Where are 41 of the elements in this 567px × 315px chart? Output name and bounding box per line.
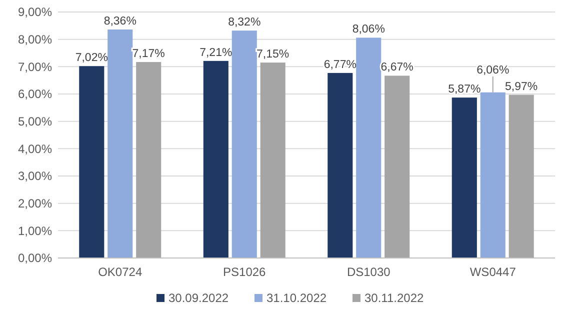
data-label: 5,87%	[448, 84, 481, 96]
bar	[384, 76, 410, 258]
y-tick-label: 3,00%	[18, 169, 52, 184]
data-label: 6,67%	[380, 62, 414, 74]
bar	[508, 94, 534, 258]
bar	[232, 30, 257, 258]
bar	[260, 62, 286, 258]
x-tick-label: DS1030	[346, 265, 391, 279]
data-label: 6,77%	[324, 58, 356, 71]
y-tick-label: 4,00%	[18, 142, 52, 156]
data-label: 8,32%	[228, 16, 261, 29]
bar	[136, 62, 162, 258]
bar	[452, 98, 477, 258]
x-tick-label: WS0447	[470, 265, 516, 279]
bar	[108, 29, 133, 258]
y-tick-label: 2,00%	[18, 196, 52, 211]
y-tick-label: 6,00%	[18, 87, 52, 102]
data-label: 7,02%	[75, 52, 108, 64]
y-tick-label: 1,00%	[18, 224, 52, 238]
data-label: 8,36%	[104, 15, 136, 28]
data-label: 7,17%	[132, 48, 165, 60]
legend-label: 30.11.2022	[364, 291, 424, 305]
legend-label: 31.10.2022	[266, 291, 327, 305]
y-tick-label: 5,00%	[18, 114, 52, 129]
data-label: 7,21%	[200, 46, 232, 59]
legend-label: 30.09.2022	[168, 291, 229, 305]
x-tick-label: OK0724	[98, 265, 142, 279]
data-label: 6,06%	[476, 64, 510, 76]
bar	[356, 38, 382, 258]
data-label: 7,15%	[256, 48, 290, 61]
bar	[480, 92, 506, 258]
data-label: 8,06%	[352, 24, 385, 36]
bar	[203, 60, 228, 258]
bar	[79, 66, 104, 258]
x-tick-label: PS1026	[223, 265, 266, 279]
data-label: 5,97%	[505, 80, 538, 93]
bar	[328, 72, 353, 258]
y-tick-label: 7,00%	[18, 60, 52, 74]
y-tick-label: 0,00%	[18, 251, 52, 266]
y-tick-label: 9,00%	[18, 5, 52, 20]
y-tick-label: 8,00%	[18, 32, 52, 47]
